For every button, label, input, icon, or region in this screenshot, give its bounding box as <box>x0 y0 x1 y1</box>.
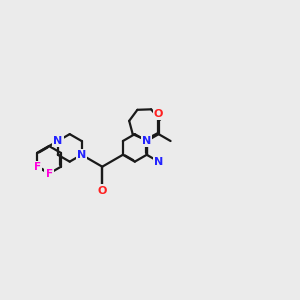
Text: O: O <box>98 185 107 196</box>
Text: N: N <box>142 136 152 146</box>
Text: N: N <box>77 150 86 160</box>
Text: F: F <box>46 169 52 178</box>
Text: O: O <box>154 109 163 119</box>
Text: F: F <box>34 162 41 172</box>
Text: N: N <box>154 157 163 167</box>
Text: N: N <box>53 136 62 146</box>
